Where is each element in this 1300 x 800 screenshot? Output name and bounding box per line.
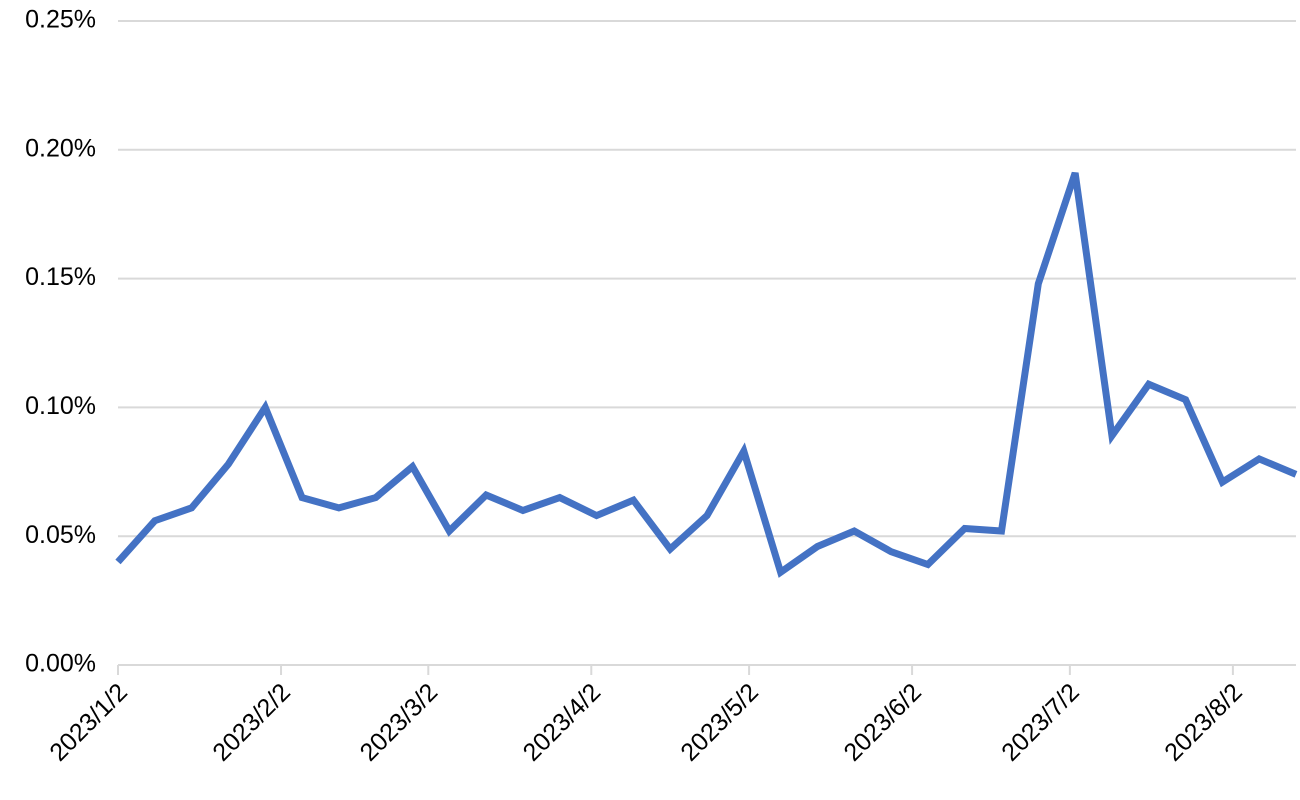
- x-tick-label: 2023/2/2: [207, 678, 296, 767]
- x-tick-label: 2023/7/2: [996, 678, 1085, 767]
- x-tick-label: 2023/5/2: [675, 678, 764, 767]
- x-tick-label: 2023/3/2: [355, 678, 444, 767]
- x-tick-label: 2023/1/2: [44, 678, 133, 767]
- x-tick-label: 2023/6/2: [838, 678, 927, 767]
- y-tick-label: 0.20%: [25, 134, 96, 162]
- data-line: [115, 171, 1298, 578]
- x-tick-label: 2023/4/2: [518, 678, 607, 767]
- y-tick-label: 0.15%: [25, 263, 96, 291]
- x-tick-label: 2023/8/2: [1159, 678, 1248, 767]
- y-tick-label: 0.05%: [25, 521, 96, 549]
- y-tick-label: 0.00%: [25, 650, 96, 678]
- y-tick-label: 0.10%: [25, 392, 96, 420]
- y-tick-label: 0.25%: [25, 6, 96, 34]
